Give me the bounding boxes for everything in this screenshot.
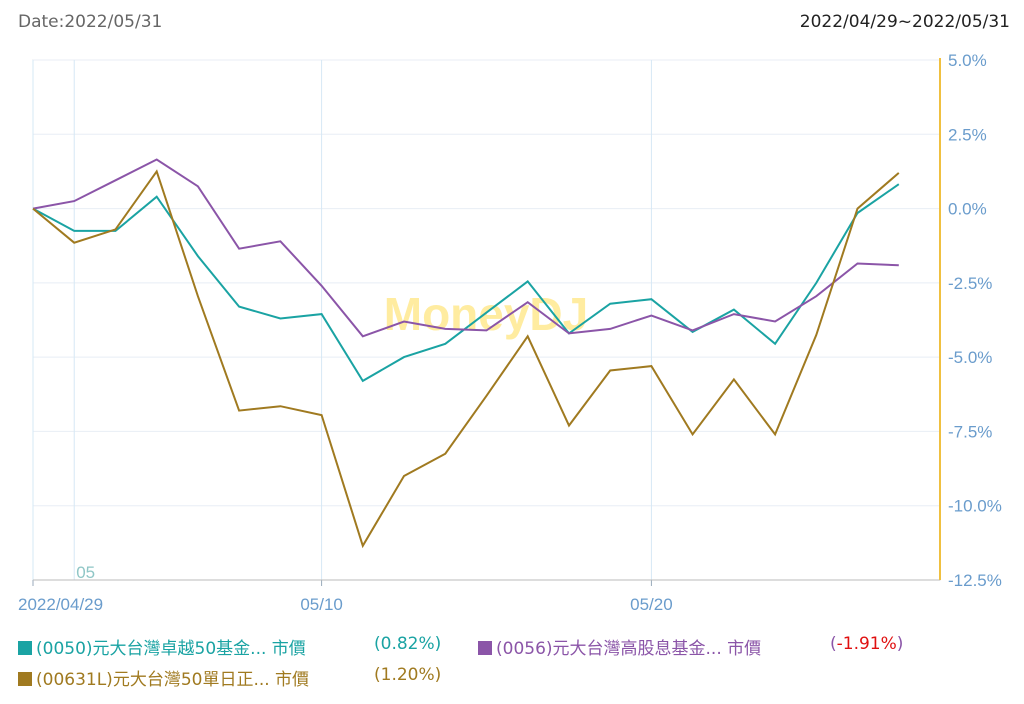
- y-tick-label: -7.5%: [948, 422, 992, 441]
- legend-item-0050[interactable]: (0050)元大台灣卓越50基金... 市價 (0.82%): [18, 634, 441, 659]
- date-range-label: 2022/04/29~2022/05/31: [799, 12, 1010, 32]
- legend-change-00631l: (1.20%): [374, 665, 442, 685]
- x-tick-label: 05/20: [630, 595, 673, 614]
- x-tick-label: 2022/04/29: [18, 595, 103, 614]
- legend-swatch-00631l: [18, 672, 32, 686]
- y-tick-label: -2.5%: [948, 274, 992, 293]
- series-line-1: [32, 158, 899, 338]
- x-minor-label: 05: [76, 563, 95, 582]
- series-line-2: [32, 169, 900, 549]
- legend-item-0056[interactable]: (0056)元大台灣高股息基金... 市價 (-1.91%): [478, 634, 903, 659]
- legend-change-0056: (-1.91%): [830, 634, 904, 654]
- y-tick-label: 2.5%: [948, 125, 987, 144]
- legend-swatch-0056: [478, 641, 492, 655]
- legend-swatch-0050: [18, 641, 32, 655]
- y-tick-label: -5.0%: [948, 348, 992, 367]
- series-line-0: [32, 183, 900, 383]
- y-tick-label: -10.0%: [948, 497, 1002, 516]
- x-tick-label: 05/10: [300, 595, 343, 614]
- legend-label-00631l: (00631L)元大台灣50單日正... 市價: [36, 670, 310, 690]
- y-tick-label: 5.0%: [948, 51, 987, 70]
- line-chart: MoneyDJ 5.0%2.5%0.0%-2.5%-5.0%-7.5%-10.0…: [18, 51, 1002, 614]
- legend-item-00631l[interactable]: (00631L)元大台灣50單日正... 市價 (1.20%): [18, 665, 441, 690]
- y-tick-label: 0.0%: [948, 200, 987, 219]
- legend-label-0056: (0056)元大台灣高股息基金... 市價: [496, 639, 762, 659]
- legend-change-0050: (0.82%): [374, 634, 442, 654]
- date-label: Date:2022/05/31: [18, 12, 163, 32]
- legend-label-0050: (0050)元大台灣卓越50基金... 市價: [36, 639, 306, 659]
- y-tick-label: -12.5%: [948, 571, 1002, 590]
